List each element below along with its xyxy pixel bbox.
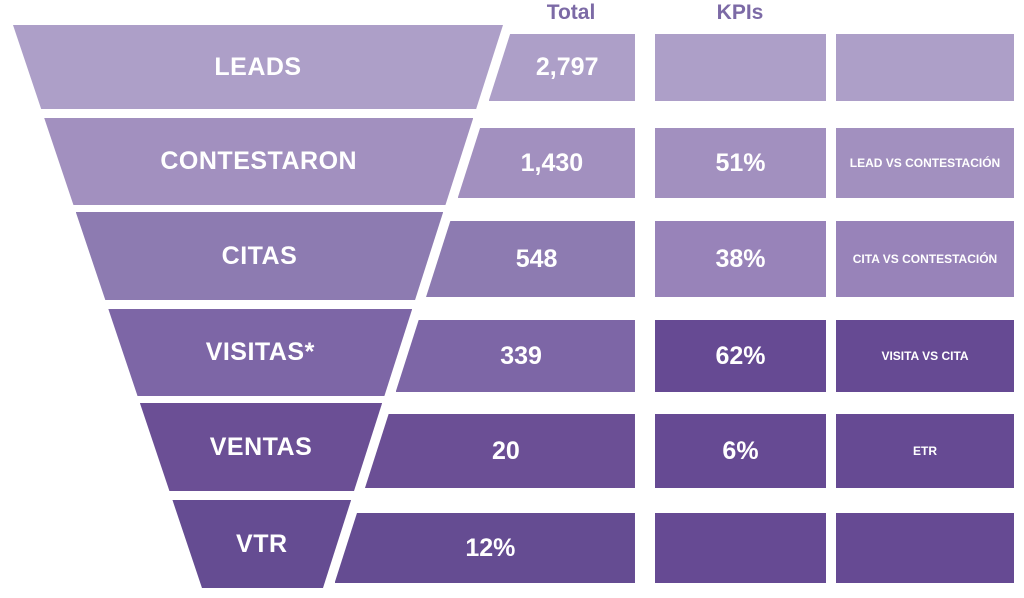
funnel-stage-ventas: VENTAS (139, 403, 383, 491)
total-cell-3: 339 (395, 320, 635, 392)
kpi-percent-cell-1: 51% (655, 128, 826, 198)
kpi-description-cell-3: VISITA VS CITA (836, 320, 1014, 392)
kpi-description-cell-0 (836, 34, 1014, 101)
funnel-stage-contestaron: CONTESTARON (44, 118, 474, 205)
total-cell-0: 2,797 (488, 34, 635, 101)
kpis-column-header: KPIs (716, 1, 764, 24)
kpi-percent-cell-2: 38% (655, 221, 826, 297)
total-cell-1: 1,430 (457, 128, 635, 198)
kpi-percent-cell-5 (655, 513, 826, 583)
funnel-stage-leads: LEADS (13, 25, 503, 109)
total-column-header: Total (546, 1, 596, 24)
kpi-description-cell-4: ETR (836, 414, 1014, 488)
total-cell-4: 20 (364, 414, 635, 488)
funnel-stage-citas: CITAS (75, 212, 444, 300)
total-cell-2: 548 (426, 221, 635, 297)
kpi-percent-cell-3: 62% (655, 320, 826, 392)
kpi-description-cell-1: LEAD VS CONTESTACIÓN (836, 128, 1014, 198)
kpi-percent-cell-0 (655, 34, 826, 101)
total-cell-5: 12% (334, 513, 635, 583)
kpi-description-cell-2: CITA VS CONTESTACIÓN (836, 221, 1014, 297)
funnel-stage-vtr: VTR (172, 500, 352, 588)
funnel-stage-visitas: VISITAS* (108, 309, 413, 396)
kpi-percent-cell-4: 6% (655, 414, 826, 488)
kpi-description-cell-5 (836, 513, 1014, 583)
